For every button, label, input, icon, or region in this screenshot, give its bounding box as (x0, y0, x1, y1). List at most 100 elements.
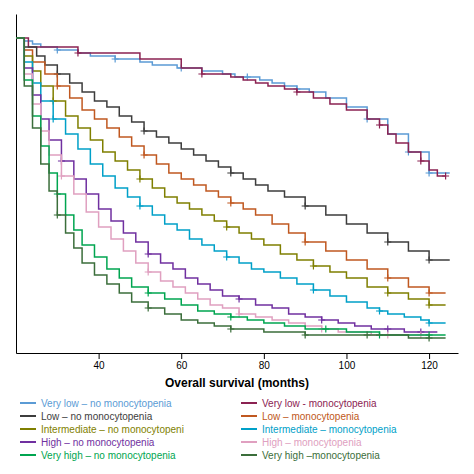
legend-item: High – no monocytopenia (20, 437, 155, 448)
censor-mark (54, 83, 61, 90)
x-tick-label: 120 (421, 360, 438, 371)
censor-mark (58, 173, 65, 180)
x-tick-mark (429, 353, 430, 359)
censor-mark (364, 332, 371, 339)
y-axis-line (16, 15, 17, 354)
survival-curve (16, 38, 446, 335)
censor-mark (136, 176, 143, 183)
censor-mark (302, 239, 309, 246)
legend-swatch (241, 415, 257, 417)
survival-curve (16, 38, 446, 293)
censor-mark (223, 254, 230, 261)
x-axis: 40 60 80 100 120 (17, 353, 459, 371)
censor-mark (426, 302, 433, 309)
legend-item: Intermediate – no monocytopeni (20, 424, 184, 435)
censor-mark (302, 332, 309, 339)
y-axis (16, 15, 17, 354)
legend-swatch (20, 415, 36, 417)
censor-mark (136, 203, 143, 210)
censor-mark (384, 326, 391, 333)
x-tick-mark (99, 353, 100, 359)
censor-mark (145, 305, 152, 312)
censor-mark (426, 290, 433, 297)
censor-mark (376, 308, 383, 315)
survival-curve (16, 38, 446, 305)
legend-label: Very high – no monocytopenia (41, 450, 176, 461)
censor-mark (426, 335, 433, 342)
censor-mark (227, 326, 234, 333)
survival-curve (16, 38, 450, 173)
legend-swatch (20, 441, 36, 443)
x-tick-label: 80 (259, 360, 271, 371)
censor-mark (310, 263, 317, 270)
censor-mark (223, 224, 230, 231)
x-tick: 60 (176, 353, 188, 371)
censor-mark (417, 158, 424, 165)
censor-mark (227, 170, 234, 177)
legend-label: Low – no monocytopenia (41, 411, 153, 422)
legend-label: Very low - monocytopenia (262, 398, 377, 409)
censor-mark (376, 122, 383, 129)
legend-swatch (241, 428, 257, 430)
censor-mark (141, 128, 148, 135)
x-tick-mark (181, 353, 182, 359)
plot-area (16, 38, 450, 342)
survival-curve (16, 38, 429, 335)
censor-mark (310, 287, 317, 294)
censor-mark (426, 257, 433, 264)
censor-mark (442, 173, 449, 180)
legend-item: Very low – no monocytopenia (20, 398, 172, 409)
legend-label: High – monocytopenia (262, 437, 362, 448)
x-tick-mark (346, 353, 347, 359)
legend-swatch (20, 402, 36, 404)
censor-mark (384, 275, 391, 282)
legend-label: High – no monocytopenia (41, 437, 155, 448)
legend-item: Low – monocytopenia (241, 411, 360, 422)
survival-curve (16, 38, 446, 323)
censor-mark (384, 239, 391, 246)
censor-mark (198, 71, 205, 78)
legend-item: Very low - monocytopenia (241, 398, 377, 409)
x-tick: 120 (421, 353, 438, 371)
legend-label: Intermediate – no monocytopeni (41, 424, 184, 435)
x-tick-label: 100 (339, 360, 356, 371)
survival-curve (16, 38, 446, 176)
censor-mark (322, 326, 329, 333)
legend-swatch (20, 454, 36, 456)
survival-curve (16, 38, 446, 338)
censor-mark (227, 314, 234, 321)
legend-swatch (241, 454, 257, 456)
censor-mark (54, 212, 61, 219)
legend-item: Low – no monocytopenia (20, 411, 153, 422)
legend-label: Intermediate – monocytopenia (262, 424, 397, 435)
censor-mark (145, 251, 152, 258)
chart: 40 60 80 100 120 Overall survival (months) Ver… (0, 0, 474, 474)
legend-item: Intermediate – monocytopenia (241, 424, 397, 435)
survival-curve (16, 38, 437, 332)
legend: Very low – no monocytopenia Very low - mo… (20, 398, 397, 461)
x-axis-title: Overall survival (months) (165, 376, 309, 390)
censor-mark (426, 320, 433, 327)
censor-mark (227, 200, 234, 207)
x-tick: 80 (259, 353, 271, 371)
censor-mark (384, 290, 391, 297)
censor-mark (236, 296, 243, 303)
legend-item: Very high –monocytopenia (241, 450, 380, 461)
censor-mark (145, 269, 152, 276)
legend-swatch (20, 428, 36, 430)
censor-mark (74, 50, 81, 57)
censor-mark (318, 317, 325, 324)
x-tick: 40 (94, 353, 106, 371)
legend-item: High – monocytopenia (241, 437, 362, 448)
legend-label: Very high –monocytopenia (262, 450, 380, 461)
censor-mark (50, 116, 57, 123)
legend-item: Very high – no monocytopenia (20, 450, 176, 461)
legend-label: Low – monocytopenia (262, 411, 360, 422)
legend-swatch (241, 402, 257, 404)
censor-mark (145, 290, 152, 297)
legend-label: Very low – no monocytopenia (41, 398, 172, 409)
x-tick-label: 60 (176, 360, 188, 371)
censor-mark (112, 56, 119, 63)
censor-mark (293, 89, 300, 96)
x-tick: 100 (339, 353, 356, 371)
